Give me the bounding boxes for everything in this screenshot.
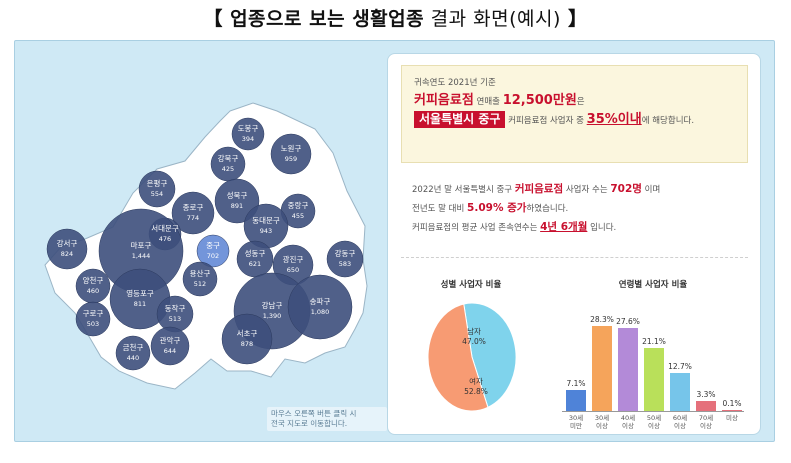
age-category-line: 40세 xyxy=(620,414,636,422)
age-bar xyxy=(696,401,716,411)
district-bubble[interactable] xyxy=(210,146,246,182)
district-bubble[interactable] xyxy=(214,178,260,224)
district-bubble[interactable] xyxy=(326,240,364,278)
summary-region-badge: 서울특별시 중구 xyxy=(414,111,506,128)
district-bubble[interactable] xyxy=(182,261,218,297)
district-bubble[interactable] xyxy=(75,301,111,337)
avg-duration: 4년 6개월 xyxy=(540,221,588,233)
gender-chart-title: 성별 사업자 비율 xyxy=(440,280,502,290)
divider xyxy=(401,257,748,258)
age-category-line: 30세 xyxy=(568,414,584,422)
map-hint: 마우스 오른쪽 버튼 클릭 시 전국 지도로 이동합니다. xyxy=(267,407,387,431)
district-bubble[interactable] xyxy=(196,234,230,268)
age-category-label: 미상 xyxy=(726,414,738,422)
age-bar xyxy=(618,328,638,411)
district-bubble[interactable] xyxy=(231,117,265,151)
age-bar xyxy=(670,372,690,411)
district-bubble[interactable] xyxy=(156,295,194,333)
age-bar xyxy=(722,410,742,411)
summary-revenue: 12,500만원 xyxy=(502,93,577,108)
age-chart-title: 연령별 사업자 비율 xyxy=(618,280,688,290)
age-category-line: 미만 xyxy=(570,422,582,430)
district-bubble[interactable] xyxy=(171,191,215,235)
age-category-line: 50세 xyxy=(646,414,662,422)
age-bar-value: 28.3% xyxy=(590,315,614,325)
pie-label-value: 52.8% xyxy=(464,387,488,396)
pie-label-female: 여자 52.8% xyxy=(464,377,488,397)
pie-label-text: 여자 xyxy=(469,377,483,386)
business-count: 702명 xyxy=(610,183,642,195)
summary-industry: 커피음료점 xyxy=(414,93,474,108)
pie-label-value: 47.0% xyxy=(462,337,486,346)
age-category-line: 이상 xyxy=(648,422,660,430)
district-bubble[interactable] xyxy=(138,170,176,208)
bar-baseline xyxy=(562,411,744,412)
result-screen-frame: 도봉구 394 노원구 959 강북구 425 은평구 554 성북구 891 중랑구 455 종로구 7… xyxy=(14,40,775,442)
age-category-label: 30세 미만 xyxy=(569,414,583,430)
age-category-label: 30세 이상 xyxy=(595,414,609,430)
age-bar-value: 3.3% xyxy=(696,390,716,400)
summary-box: 귀속연도 2021년 기준 커피음료점 연매출 12,500만원은 서울특별시 … xyxy=(401,65,748,163)
pie-label-text: 남자 xyxy=(467,327,481,336)
page-title: 【 업종으로 보는 생활업종 결과 화면(예시) 】 xyxy=(203,8,588,30)
age-category-line: 이상 xyxy=(700,422,712,430)
age-bar-value: 21.1% xyxy=(642,336,666,346)
result-panel: 귀속연도 2021년 기준 커피음료점 연매출 12,500만원은 서울특별시 … xyxy=(387,53,761,435)
stats-text: 2022년 말 서울특별시 중구 커피음료점 사업자 수는 702명 이며 전년… xyxy=(412,183,661,233)
district-bubble[interactable] xyxy=(115,335,151,371)
age-category-label: 50세 이상 xyxy=(647,414,661,430)
age-category-label: 40세 이상 xyxy=(621,414,635,430)
pie-label-male: 남자 47.0% xyxy=(462,327,486,347)
age-category-label: 60세 이상 xyxy=(673,414,687,430)
summary-rank: 35%이내 xyxy=(586,112,642,127)
age-bar-value: 12.7% xyxy=(668,361,692,371)
yoy-change: 5.09% 증가 xyxy=(467,202,527,214)
base-year: 귀속연도 2021년 기준 xyxy=(414,78,496,88)
age-category-line: 미상 xyxy=(726,414,738,422)
age-bar-value: 27.6% xyxy=(616,317,640,327)
gender-pie-chart xyxy=(427,302,517,412)
age-category-line: 이상 xyxy=(596,422,608,430)
age-category-line: 이상 xyxy=(674,422,686,430)
age-category-line: 60세 xyxy=(672,414,688,422)
seoul-district-map[interactable]: 도봉구 394 노원구 959 강북구 425 은평구 554 성북구 891 중랑구 455 종로구 7… xyxy=(15,41,395,443)
pie-slice-female xyxy=(427,303,489,412)
age-bar xyxy=(566,389,586,411)
age-bar xyxy=(644,347,664,411)
age-bar xyxy=(592,326,612,411)
district-bubble[interactable] xyxy=(46,228,88,270)
age-bar-value: 0.1% xyxy=(722,399,742,408)
age-category-label: 70세 이상 xyxy=(699,414,713,430)
district-bubble[interactable] xyxy=(221,313,273,365)
age-bar-value: 7.1% xyxy=(566,378,586,388)
district-bubble[interactable] xyxy=(75,268,111,304)
district-bubble-map[interactable] xyxy=(15,41,395,443)
age-category-line: 이상 xyxy=(622,422,634,430)
pie-slice-male xyxy=(463,302,517,409)
district-bubble[interactable] xyxy=(236,240,274,278)
district-bubble[interactable] xyxy=(270,133,312,175)
district-bubble[interactable] xyxy=(287,274,353,340)
district-bubble[interactable] xyxy=(150,326,190,366)
age-category-line: 30세 xyxy=(594,414,610,422)
age-category-line: 70세 xyxy=(698,414,714,422)
